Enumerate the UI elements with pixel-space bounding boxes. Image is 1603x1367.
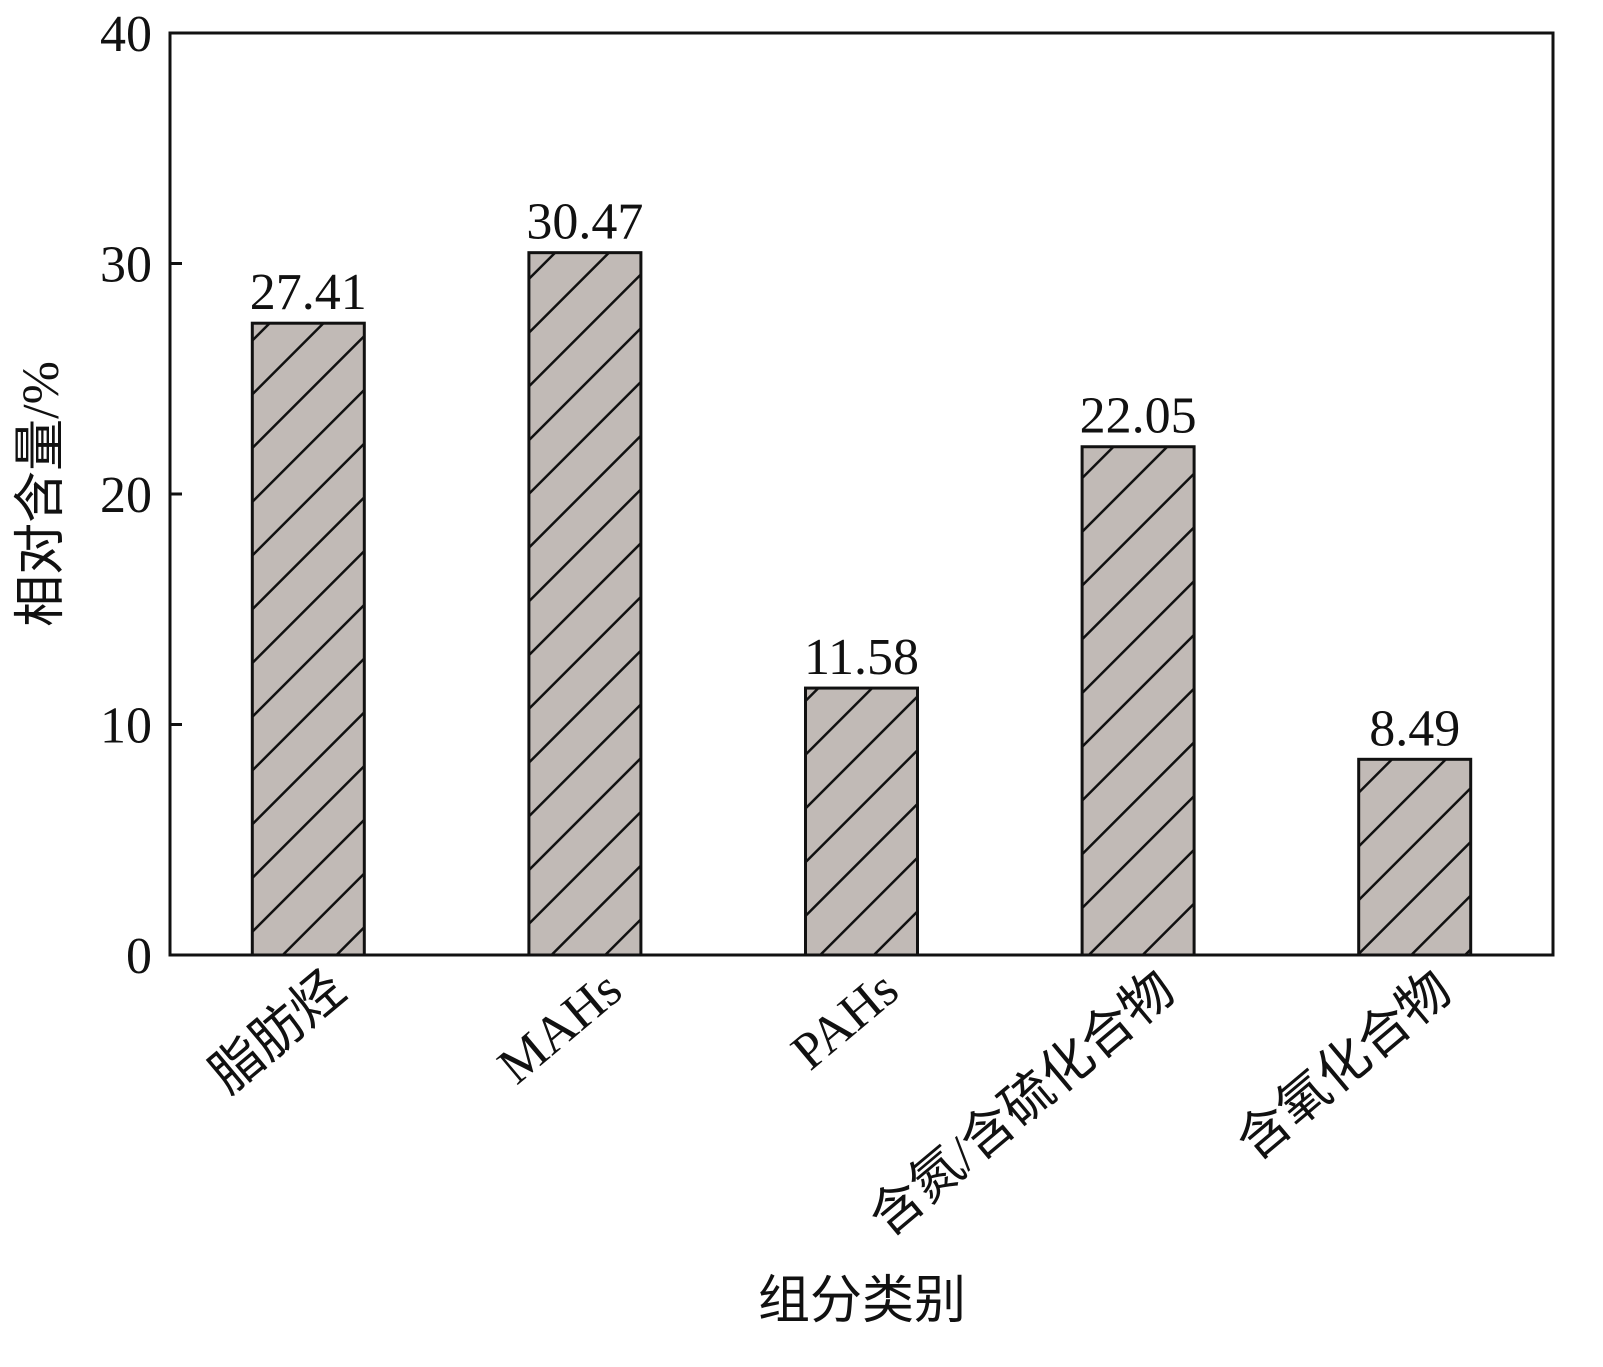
x-tick-label: PAHs [781,961,909,1081]
y-tick-label: 0 [126,928,152,985]
plot-frame [168,31,1555,957]
y-tick-label: 10 [100,698,152,755]
x-axis-label: 组分类别 [758,1273,966,1330]
value-label: 30.47 [526,194,643,251]
y-tick-label: 20 [100,467,152,524]
y-axis-label: 相对含量/% [13,361,70,627]
y-tick-label: 40 [100,6,152,63]
bar-hatch [250,321,366,957]
value-label: 27.41 [250,264,367,321]
bar-hatch [804,686,919,957]
x-tick-label: 脂肪烃 [200,961,356,1105]
bar-hatch [1357,757,1473,957]
y-tick-label: 30 [100,237,152,294]
x-tick-label: MAHs [488,961,633,1096]
value-label: 8.49 [1369,700,1460,757]
bar-hatch [1080,445,1196,957]
x-tick-label: 含氧化合物 [1227,961,1463,1172]
value-label: 22.05 [1080,388,1197,445]
bar-hatch [527,251,643,957]
value-label: 11.58 [804,629,919,686]
